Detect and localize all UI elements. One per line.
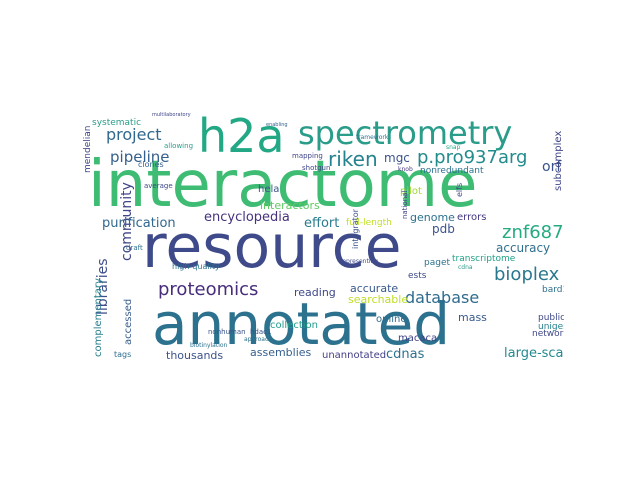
word-integrator: integrator <box>351 209 360 249</box>
word-systematic: systematic <box>92 118 142 128</box>
word-mendelian: mendelian <box>83 125 93 173</box>
word-snap: snap <box>446 144 461 151</box>
word-effort: effort <box>304 216 340 231</box>
word-purification: purification <box>102 216 176 231</box>
word-allowing: allowing <box>164 142 194 150</box>
word-public: public <box>538 313 564 323</box>
word-high-quality: high-quality <box>172 262 220 271</box>
word-clones: clones <box>138 160 164 169</box>
word-orf: orf <box>542 159 562 175</box>
word-multilaboratory: multilaboratory <box>152 112 191 118</box>
word-bioplex: bioplex <box>494 264 560 285</box>
word-p-pro937arg: p.pro937arg <box>417 147 528 168</box>
word-average: average <box>144 182 173 190</box>
word-bard1: bard1 <box>542 285 564 295</box>
word-accuracy: accuracy <box>496 241 551 255</box>
word-encyclopedia: encyclopedia <box>204 210 290 225</box>
word-nonhuman: nonhuman <box>208 328 246 336</box>
word-macaca: macaca <box>398 333 438 344</box>
word-thousands: thousands <box>166 349 224 362</box>
word-pipeline: pipeline <box>110 148 170 166</box>
word-interactome: interactome <box>88 148 478 222</box>
word-complementary: complementary <box>93 278 104 357</box>
word-approach: approach <box>244 336 273 343</box>
word-national: national <box>401 190 409 219</box>
word-pdb: pdb <box>432 222 455 236</box>
word-full-length: full-length <box>346 218 392 228</box>
word-annotated: annotated <box>152 290 451 358</box>
word-subcomplex: subcomplex <box>553 130 564 191</box>
word-framework: framework <box>356 134 389 141</box>
word-accurate: accurate <box>350 282 399 295</box>
word-enabling: enabling <box>266 122 288 128</box>
word-draft: draft <box>126 244 143 252</box>
word-unannotated: unannotated <box>322 350 387 361</box>
word-tags: tags <box>114 350 132 359</box>
word-knob: knob <box>398 166 413 173</box>
word-mgc: mgc <box>384 151 410 165</box>
word-nonredundant: nonredundant <box>420 166 484 176</box>
word-cloud: interactome resource annotated spectrome… <box>80 105 564 375</box>
word-proteomics: proteomics <box>158 279 259 300</box>
word-genome: genome <box>410 211 455 224</box>
word-h2a: h2a <box>198 109 285 163</box>
word-mapping: mapping <box>292 152 323 160</box>
word-transcriptome: transcriptome <box>452 254 516 264</box>
word-riken: riken <box>328 147 378 171</box>
word-mass: mass <box>458 311 487 324</box>
word-reading: reading <box>294 286 336 299</box>
word-resource: resource <box>142 212 402 282</box>
word-znf687: znf687 <box>502 222 564 243</box>
word-biotinylation: biotinylation <box>190 342 228 349</box>
word-pilot: pilot <box>400 186 422 197</box>
word-paget: paget <box>424 258 451 268</box>
word-database: database <box>405 288 480 307</box>
word-assemblies: assemblies <box>250 346 312 359</box>
word-searchable: searchable <box>348 293 409 306</box>
word-hela: hela <box>258 184 280 195</box>
word-cdnas: cdnas <box>386 347 425 362</box>
word-shotgun: shotgun <box>302 164 331 172</box>
word-errors: errors <box>457 212 487 223</box>
word-representing: representing <box>340 258 379 265</box>
word-elfs: elfs <box>455 182 464 197</box>
word-networks: networks <box>532 329 564 339</box>
word-hdac1: hdac1 <box>250 328 272 336</box>
word-accessed: accessed <box>123 298 134 345</box>
word-spectrometry: spectrometry <box>298 114 513 152</box>
word-interactors: interactors <box>260 199 320 212</box>
word-collection: collection <box>270 320 318 331</box>
word-cdna: cdna <box>458 264 473 271</box>
word-online: online <box>376 314 407 325</box>
word-ests: ests <box>408 271 427 281</box>
word-project: project <box>106 125 162 144</box>
word-large-scale: large-scale <box>504 346 564 361</box>
